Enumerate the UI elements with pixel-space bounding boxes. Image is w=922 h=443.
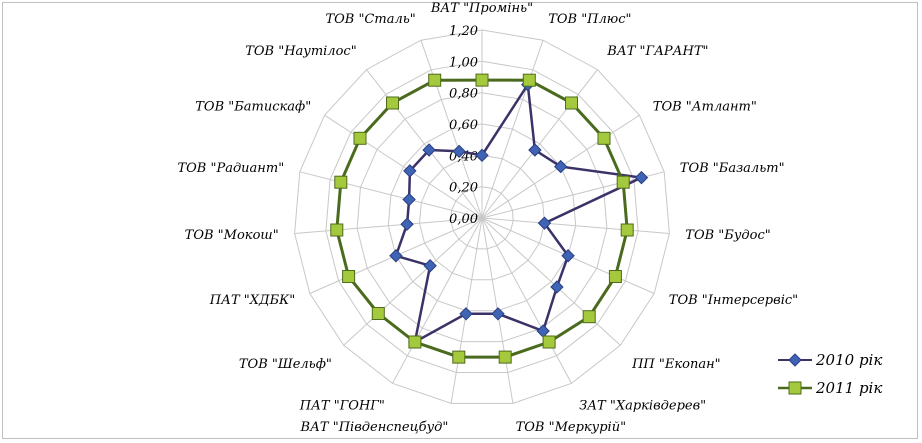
category-label: ВАТ "ГАРАНТ" [606, 44, 708, 59]
grid-spoke [366, 69, 483, 219]
data-point [452, 350, 466, 364]
grid-spoke [324, 114, 483, 219]
data-point [561, 249, 575, 263]
data-point [522, 73, 536, 87]
series-layer [330, 73, 649, 364]
category-label: ТОВ "Радиант" [177, 161, 284, 176]
data-point [422, 143, 436, 157]
grid-spoke [420, 40, 483, 219]
category-label: ТОВ "Мокош" [185, 228, 279, 243]
grid-spoke [343, 217, 483, 346]
category-label: ТОВ "Наутілос" [245, 44, 356, 59]
grid-spoke [392, 217, 483, 384]
data-point [542, 335, 556, 349]
category-label: ТОВ "Шельф" [239, 357, 332, 372]
data-point [491, 307, 505, 321]
series-1 [330, 73, 634, 364]
category-label: ТОВ "Будос" [685, 228, 770, 243]
data-point [452, 144, 466, 159]
tick-label: 0,00 [449, 212, 478, 227]
legend-marker-2010 [778, 353, 812, 367]
grid-spoke [481, 217, 621, 346]
data-point [565, 96, 578, 110]
legend-label-2011: 2011 рік [816, 379, 883, 397]
data-point [475, 73, 489, 87]
category-label: ВАТ "Промінь" [430, 1, 533, 16]
data-point [400, 217, 414, 231]
legend-label-2010: 2010 рік [816, 351, 883, 369]
data-point [528, 143, 542, 157]
legend-item-2010: 2010 рік [778, 346, 908, 374]
data-point [634, 170, 649, 185]
grid-ring [294, 29, 670, 404]
data-point [498, 350, 512, 364]
data-point [616, 175, 630, 189]
legend-marker-2011 [778, 381, 812, 395]
grid-spoke [481, 217, 670, 234]
tick-label: 0,60 [449, 118, 478, 133]
tick-label: 0,20 [449, 181, 478, 196]
data-point [402, 192, 416, 207]
category-labels: ВАТ "Промінь" ТОВ "Плюс" ВАТ "ГАРАНТ" ТОВ "… [177, 1, 798, 435]
grid-spoke [481, 40, 544, 219]
data-point [428, 73, 442, 87]
data-point [553, 159, 568, 174]
data-point [389, 249, 403, 263]
grid-ring [450, 186, 514, 250]
category-label: ТОВ "Батискаф" [195, 99, 311, 114]
data-point [371, 307, 385, 320]
data-point [403, 164, 417, 178]
tick-label: 1,00 [449, 55, 478, 70]
data-point [620, 223, 634, 237]
category-label: ТОВ "Меркурій" [516, 420, 626, 435]
legend-item-2011: 2011 рік [778, 374, 908, 402]
data-point [330, 223, 344, 237]
category-label: ТОВ "Базальт" [680, 161, 785, 176]
data-point [423, 259, 437, 273]
data-point [537, 216, 552, 230]
grid-ring [387, 123, 577, 312]
radial-tick-labels: 0,000,200,400,600,801,001,20 [449, 24, 478, 227]
tick-label: 0,80 [449, 87, 478, 102]
data-point [408, 335, 422, 349]
category-label: ПП "Екопан" [631, 357, 721, 372]
data-point [597, 131, 611, 145]
category-label: ВАТ "Південспецбуд" [300, 420, 449, 435]
grid-spoke [299, 171, 483, 219]
data-point [475, 148, 489, 163]
data-point [536, 324, 550, 338]
data-point [582, 310, 596, 324]
grid-spoke [481, 217, 572, 384]
grid-ring [356, 92, 608, 343]
grid-ring [418, 154, 546, 281]
category-label: ТОВ "Плюс" [548, 12, 631, 27]
category-label: ПАТ "ГОНГ" [299, 398, 385, 413]
data-point [386, 96, 399, 110]
data-point [353, 131, 367, 145]
data-point [459, 307, 473, 321]
grid-spoke [294, 217, 483, 234]
series-0 [389, 77, 649, 349]
data-point [550, 280, 564, 294]
tick-label: 1,20 [449, 24, 478, 39]
category-label: ЗАТ "Харківдерев" [579, 398, 706, 413]
category-label: ТОВ "Атлант" [653, 99, 757, 114]
grid-spoke [481, 171, 665, 219]
category-label: ТОВ "Інтерсервіс" [669, 293, 798, 308]
grid-ring [325, 60, 639, 373]
category-label: ТОВ "Сталь" [325, 12, 415, 27]
legend: 2010 рік 2011 рік [778, 346, 908, 402]
category-label: ПАТ "ХДБК" [209, 293, 295, 308]
series-line [335, 78, 629, 359]
data-point [608, 270, 622, 283]
grid-spoke [481, 69, 598, 219]
data-point [334, 175, 348, 189]
data-point [342, 270, 356, 283]
